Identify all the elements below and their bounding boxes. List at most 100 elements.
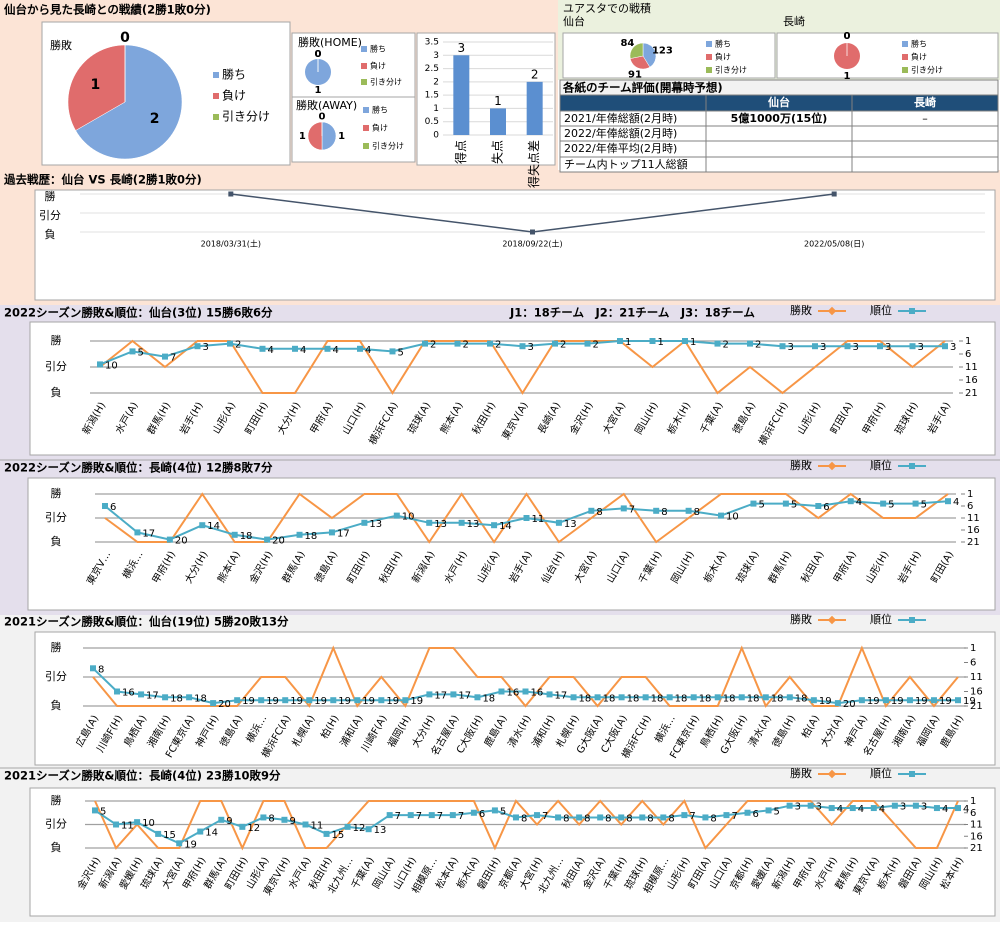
rank-marker <box>234 697 241 704</box>
rank-marker <box>930 697 937 704</box>
y2-tick-label: 6 <box>970 658 976 669</box>
x-tick-label: 得点 <box>453 140 468 164</box>
y2-tick-label: 11 <box>967 513 980 524</box>
pie-value-label: 1 <box>299 131 306 142</box>
rank-label: 19 <box>891 696 904 707</box>
legend-label: 順位 <box>870 303 892 317</box>
pie-value-label: 1 <box>91 77 101 93</box>
rank-marker <box>858 697 865 704</box>
pie-value-label: 0 <box>120 30 130 46</box>
legend-swatch <box>363 143 369 149</box>
y2-tick-label: 1 <box>965 336 971 347</box>
y2-tick-label: 1 <box>970 643 976 654</box>
table-row-label: 2021/年俸総額(2月時) <box>564 111 677 125</box>
rank-label: 4 <box>942 804 948 815</box>
rank-label: 8 <box>668 813 674 824</box>
rank-label: 4 <box>365 345 371 356</box>
rank-label: 7 <box>689 811 695 822</box>
rank-label: 19 <box>915 696 928 707</box>
legend-swatch <box>902 67 908 73</box>
rank-label: 18 <box>723 693 736 704</box>
rank-marker <box>933 805 940 812</box>
rank-marker <box>328 529 335 536</box>
table-header: 仙台 <box>768 95 790 109</box>
rank-marker <box>138 691 145 698</box>
rank-marker <box>378 697 385 704</box>
rank-label: 5 <box>138 347 144 358</box>
rank-marker <box>194 343 201 350</box>
pie-slice <box>321 121 337 151</box>
rank-label: 10 <box>726 512 739 523</box>
rank-label: 13 <box>434 519 447 530</box>
rank-label: 13 <box>374 825 387 836</box>
rank-marker <box>218 816 225 823</box>
rank-marker <box>176 840 183 847</box>
rank-label: 5 <box>921 500 927 511</box>
rank-label: 3 <box>203 342 209 353</box>
legend-label: 勝ち <box>222 67 246 82</box>
rank-label: 18 <box>482 693 495 704</box>
rank-label: 7 <box>395 811 401 822</box>
rank-marker <box>847 498 854 505</box>
y2-tick-label: 16 <box>965 375 978 386</box>
rank-marker <box>519 343 526 350</box>
pie-slice <box>67 44 126 131</box>
rank-marker <box>552 340 558 347</box>
rank-label: 19 <box>939 696 952 707</box>
rank-label: 14 <box>499 521 512 532</box>
rank-label: 18 <box>699 693 712 704</box>
legend-swatch <box>902 41 908 47</box>
rank-label: 6 <box>823 502 829 513</box>
rank-label: 3 <box>885 342 891 353</box>
rank-marker <box>522 688 529 695</box>
rank-label: 3 <box>950 342 956 353</box>
chart-title: 2021シーズン勝敗&順位：仙台(19位) 5勝20敗13分 <box>4 615 289 629</box>
series-line <box>92 645 959 708</box>
rank-label: 3 <box>820 342 826 353</box>
rank-label: 8 <box>694 507 700 518</box>
rank-marker <box>660 814 667 821</box>
rank-label: 3 <box>788 342 794 353</box>
y-tick-label: 負 <box>51 535 62 548</box>
rank-label: 17 <box>337 528 350 539</box>
rank-marker <box>357 345 363 352</box>
rank-label: 8 <box>596 507 602 518</box>
pie-value-label: 0 <box>844 31 851 42</box>
pie-value-label: 0 <box>319 111 326 122</box>
rank-label: 18 <box>240 531 253 542</box>
rank-label: 17 <box>434 690 447 701</box>
rank-marker <box>259 345 266 352</box>
rank-label: 4 <box>963 804 969 815</box>
rank-label: 1 <box>658 337 664 348</box>
chart-box <box>27 477 996 611</box>
rank-marker <box>344 823 351 830</box>
rank-marker <box>779 343 786 350</box>
rank-label: 2 <box>495 340 501 351</box>
pie-value-label: 0 <box>315 49 322 60</box>
rank-label: 7 <box>170 353 176 364</box>
rank-label: 5 <box>791 500 797 511</box>
rank-marker <box>909 343 916 350</box>
rank-label: 15 <box>163 830 176 841</box>
rank-label: 19 <box>338 696 351 707</box>
rank-label: 3 <box>900 802 906 813</box>
legend-marker <box>909 308 915 314</box>
rank-marker <box>584 340 591 347</box>
rank-marker <box>723 812 730 819</box>
bar <box>526 81 543 135</box>
rank-label: 18 <box>627 693 640 704</box>
rank-marker <box>681 812 688 819</box>
rank-label: 4 <box>879 804 885 815</box>
panel-title: ユアスタでの戦積 <box>563 1 651 15</box>
y-tick-label: 勝 <box>51 486 62 500</box>
legend-swatch <box>361 63 367 69</box>
legend-swatch <box>902 54 908 60</box>
rank-label: 2 <box>235 340 241 351</box>
rank-marker <box>296 531 303 538</box>
bar-value-label: 1 <box>494 94 502 108</box>
rank-marker <box>197 828 204 835</box>
rank-label: 2 <box>430 340 436 351</box>
rank-marker <box>155 830 162 837</box>
rank-marker <box>597 814 604 821</box>
rank-label: 4 <box>300 345 306 356</box>
